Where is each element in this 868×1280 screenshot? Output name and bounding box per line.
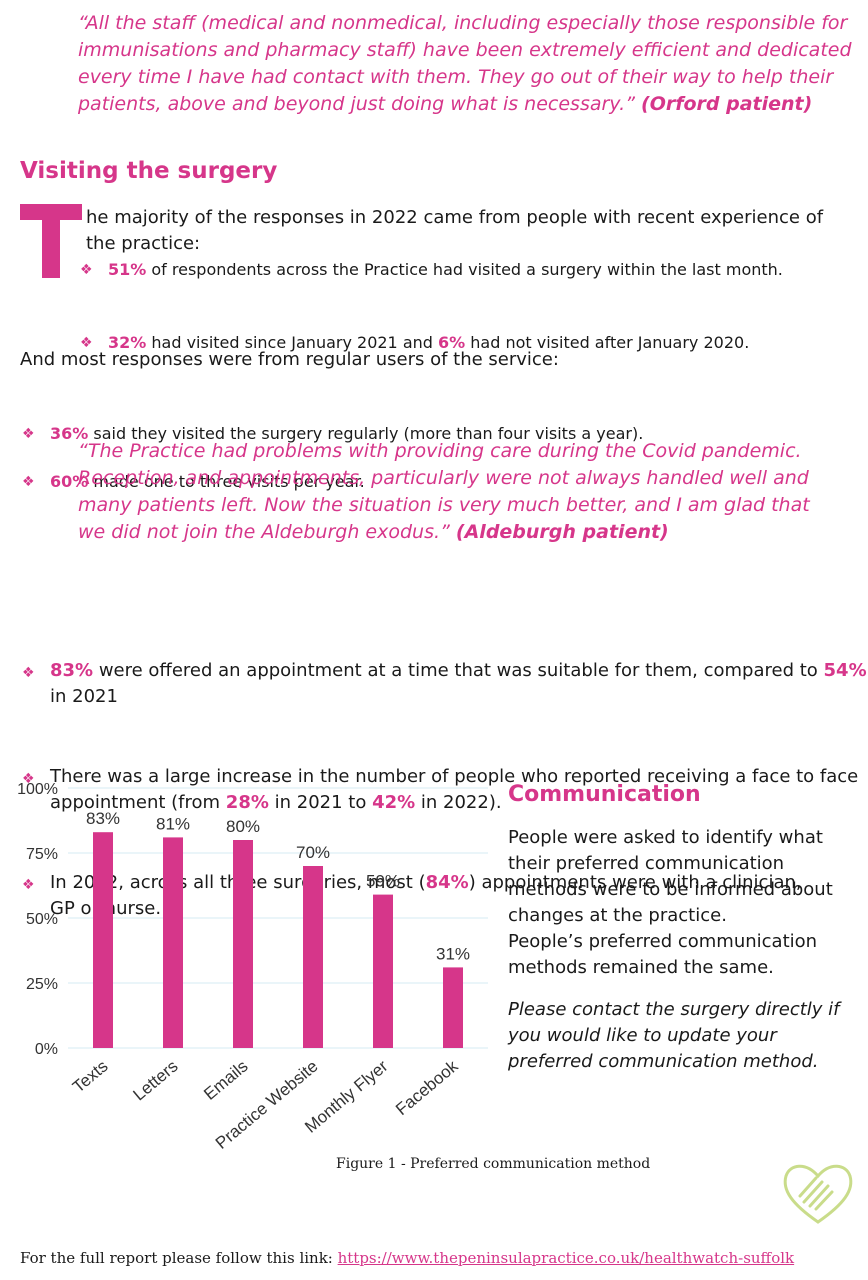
section-heading-visiting: Visiting the surgery [20,158,278,184]
data-label: 83% [86,809,120,828]
bullet-offered: ❖ 83% were offered an appointment at a t… [22,660,867,707]
communication-section: Communication People were asked to ident… [508,782,858,1075]
diamond-bullet-icon: ❖ [80,335,93,351]
bullet-one-to-three: ❖ 60% made one to three visits per year. [22,470,868,494]
visiting-intro: he majority of the responses in 2022 cam… [86,207,824,254]
quote-aldeburgh: “The Practice had problems with providin… [78,438,838,546]
communication-bar-chart: 0% 25% 50% 75% 100% 83% Texts 81% Letters 80% Emai… [17,781,488,1153]
x-tick-label: Facebook [392,1056,462,1119]
quote-text: “The Practice had problems with providin… [78,440,810,543]
y-tick-label: 75% [26,846,58,863]
x-tick-label: Texts [69,1057,112,1097]
data-label: 80% [226,817,260,836]
data-label: 59% [366,872,400,891]
y-tick-label: 50% [26,911,58,928]
data-label: 81% [156,814,190,833]
bar [163,837,183,1048]
bar [373,894,393,1048]
regular-intro: And most responses were from regular use… [20,349,559,370]
quote-text: “All the staff (medical and nonmedical, … [78,12,852,115]
data-label: 70% [296,843,330,862]
footer: For the full report please follow this l… [20,1249,794,1267]
bar [93,832,113,1048]
bar [443,967,463,1048]
footer-text: For the full report please follow this l… [20,1249,338,1267]
bar [303,866,323,1048]
quote-source: (Aldeburgh patient) [455,521,669,543]
dropcap-letter [20,204,82,278]
section-heading-communication: Communication [508,782,701,807]
diamond-bullet-icon: ❖ [22,665,35,681]
diamond-bullet-icon: ❖ [22,877,35,893]
report-link[interactable]: https://www.thepeninsulapractice.co.uk/h… [337,1249,795,1267]
y-tick-label: 100% [17,781,58,798]
bullet-clinician: ❖ In 2022, across all three surgeries, m… [22,872,802,919]
communication-contact: Please contact the surgery directly if y… [508,999,840,1072]
x-tick-label: Letters [130,1057,182,1105]
communication-paragraph: People were asked to identify what their… [508,827,833,926]
quote-orford: “All the staff (medical and nonmedical, … [78,10,858,118]
quote-source: (Orford patient) [641,93,813,115]
y-tick-label: 0% [35,1041,58,1058]
communication-paragraph: People’s preferred communication methods… [508,931,818,978]
bar [233,840,253,1048]
bullet-visited-since: ❖ 32% had visited since January 2021 and… [80,331,868,355]
y-tick-label: 25% [26,976,58,993]
bullet-regular: ❖ 36% said they visited the surgery regu… [22,422,868,446]
heart-hands-logo-icon [783,1164,853,1224]
bullet-visited-month: ❖ 51% of respondents across the Practice… [80,258,848,282]
figure-caption: Figure 1 - Preferred communication metho… [336,1156,651,1172]
diamond-bullet-icon: ❖ [22,426,35,442]
diamond-bullet-icon: ❖ [22,474,35,490]
diamond-bullet-icon: ❖ [80,262,93,278]
bullet-face-to-face: ❖ There was a large increase in the numb… [22,766,859,813]
data-label: 31% [436,944,470,963]
diamond-bullet-icon: ❖ [22,771,35,787]
x-tick-label: Emails [200,1057,251,1104]
